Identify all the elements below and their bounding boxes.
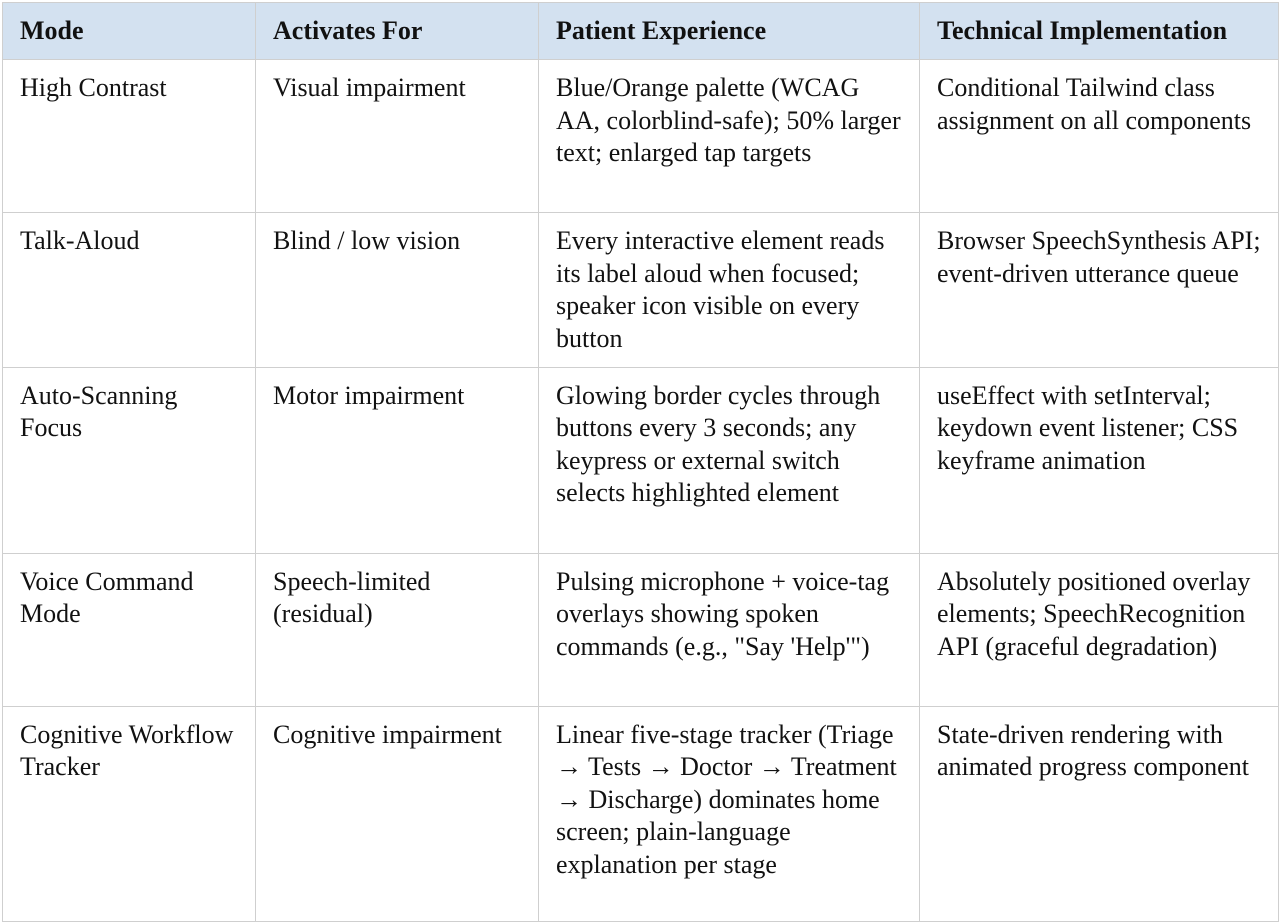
cell-technical-implementation: Conditional Tailwind class assignment on… xyxy=(919,59,1279,214)
table-row: Cognitive Workflow Tracker Cognitive imp… xyxy=(2,706,1279,922)
cell-technical-implementation: Browser SpeechSynthesis API; event-drive… xyxy=(919,212,1279,369)
cell-mode: High Contrast xyxy=(2,59,256,214)
table-row: Talk-Aloud Blind / low vision Every inte… xyxy=(2,212,1279,369)
cell-mode: Cognitive Workflow Tracker xyxy=(2,706,256,922)
header-activates-for: Activates For xyxy=(255,1,539,61)
cell-technical-implementation: useEffect with setInterval; keydown even… xyxy=(919,367,1279,555)
table-row: Auto-Scanning Focus Motor impairment Glo… xyxy=(2,367,1279,555)
header-technical-implementation: Technical Implementation xyxy=(919,1,1279,61)
cell-technical-implementation: State-driven rendering with animated pro… xyxy=(919,706,1279,922)
cell-patient-experience: Every interactive element reads its labe… xyxy=(538,212,920,369)
cell-mode: Talk-Aloud xyxy=(2,212,256,369)
table-body: High Contrast Visual impairment Blue/Ora… xyxy=(2,59,1279,922)
cell-activates-for: Cognitive impairment xyxy=(255,706,539,922)
cell-activates-for: Blind / low vision xyxy=(255,212,539,369)
cell-activates-for: Motor impairment xyxy=(255,367,539,555)
cell-activates-for: Speech-limited (residual) xyxy=(255,553,539,708)
table-header: Mode Activates For Patient Experience Te… xyxy=(2,1,1279,61)
header-row: Mode Activates For Patient Experience Te… xyxy=(2,1,1279,61)
table-row: Voice Command Mode Speech-limited (resid… xyxy=(2,553,1279,708)
cell-patient-experience: Blue/Orange palette (WCAG AA, colorblind… xyxy=(538,59,920,214)
header-patient-experience: Patient Experience xyxy=(538,1,920,61)
cell-mode: Auto-Scanning Focus xyxy=(2,367,256,555)
table-row: High Contrast Visual impairment Blue/Ora… xyxy=(2,59,1279,214)
cell-patient-experience: Glowing border cycles through buttons ev… xyxy=(538,367,920,555)
cell-patient-experience: Pulsing microphone + voice-tag overlays … xyxy=(538,553,920,708)
header-mode: Mode xyxy=(2,1,256,61)
cell-mode: Voice Command Mode xyxy=(2,553,256,708)
cell-activates-for: Visual impairment xyxy=(255,59,539,214)
cell-technical-implementation: Absolutely positioned overlay elements; … xyxy=(919,553,1279,708)
cell-patient-experience: Linear five-stage tracker (Triage → Test… xyxy=(538,706,920,922)
